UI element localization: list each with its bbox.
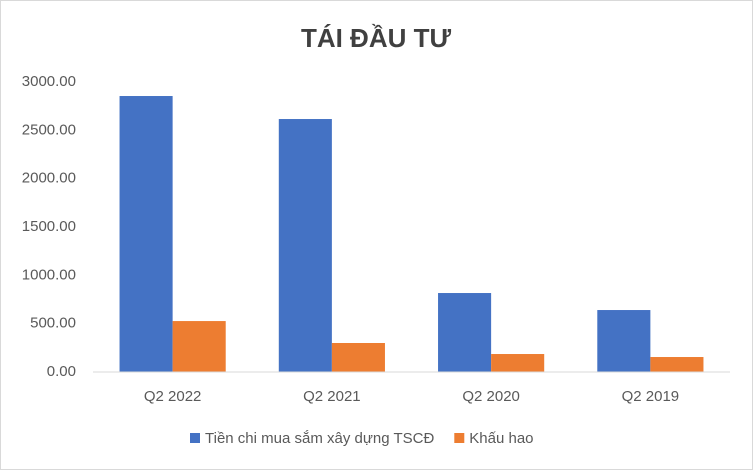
bar: [491, 354, 545, 372]
y-tick-label: 3000.00: [22, 73, 76, 90]
y-tick-label: 1000.00: [22, 266, 76, 283]
legend-swatch: [454, 433, 465, 443]
x-tick-label: Q2 2021: [303, 388, 361, 405]
y-tick-label: 1500.00: [22, 218, 76, 235]
x-tick-label: Q2 2022: [144, 388, 202, 405]
y-tick-label: 2500.00: [22, 121, 76, 138]
bar: [278, 119, 332, 372]
bar: [650, 357, 704, 372]
legend-label: Khấu hao: [469, 430, 533, 447]
bar: [331, 343, 385, 372]
x-tick-label: Q2 2019: [622, 388, 680, 405]
y-tick-label: 0.00: [47, 363, 76, 380]
bar: [119, 96, 173, 373]
chart-title: TÁI ĐẦU TƯ: [301, 23, 452, 53]
legend-swatch: [190, 433, 200, 443]
bar: [597, 310, 651, 372]
y-tick-label: 500.00: [30, 315, 76, 332]
y-tick-label: 2000.00: [22, 170, 76, 187]
bar: [438, 293, 492, 372]
x-tick-label: Q2 2020: [462, 388, 520, 405]
bar: [172, 321, 226, 372]
legend-label: Tiền chi mua sắm xây dựng TSCĐ: [205, 430, 434, 447]
